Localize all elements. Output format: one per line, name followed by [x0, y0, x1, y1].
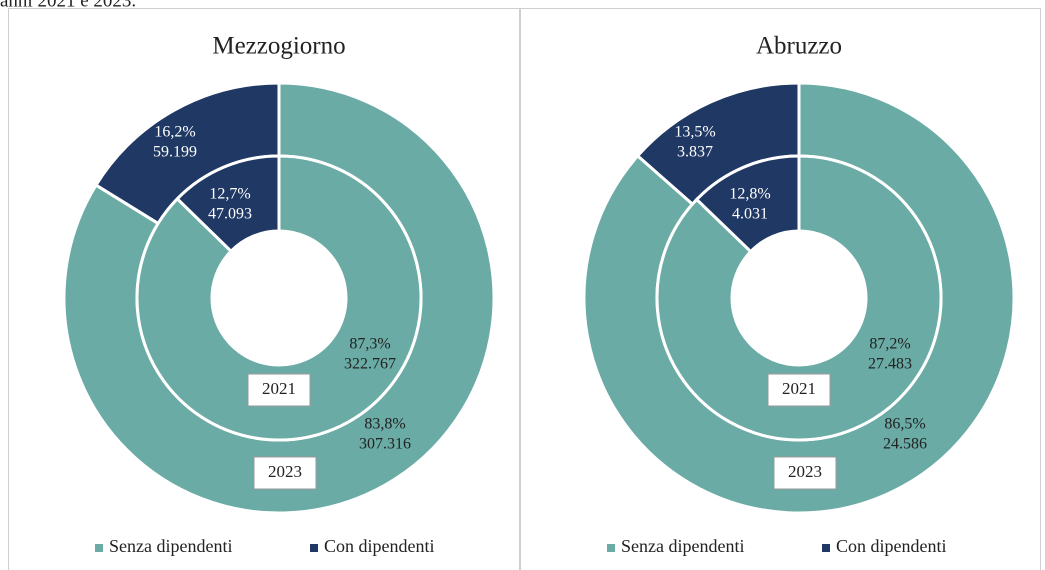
chart-title: Mezzogiorno — [212, 33, 345, 60]
panel-border — [520, 8, 1041, 570]
ring-label-box — [253, 456, 317, 490]
count-label: 27.483 — [868, 356, 912, 373]
count-label: 322.767 — [344, 356, 396, 373]
legend-swatch — [822, 544, 830, 552]
legend-swatch — [607, 544, 615, 552]
legend-label: Con dipendenti — [836, 536, 947, 556]
ring-label-box — [247, 373, 311, 407]
legend-label: Con dipendenti — [324, 536, 435, 556]
legend-label: Senza dipendenti — [109, 536, 232, 556]
caption: anni 2021 e 2023. — [0, 0, 136, 11]
ring-label: 2023 — [788, 462, 822, 481]
legend-swatch — [310, 544, 318, 552]
value-label: 87,2% — [869, 336, 910, 353]
donut-slice — [135, 154, 423, 442]
count-label: 24.586 — [883, 436, 927, 453]
ring-label: 2023 — [268, 462, 302, 481]
donut-slice — [694, 154, 801, 254]
ring-label: 2021 — [262, 379, 296, 398]
count-label: 4.031 — [732, 206, 768, 223]
donut-slice — [655, 154, 943, 442]
count-label: 47.093 — [208, 206, 252, 223]
legend-label: Senza dipendenti — [621, 536, 744, 556]
value-label: 13,5% — [674, 124, 715, 141]
panel-border — [8, 8, 520, 570]
value-label: 16,2% — [154, 124, 195, 141]
count-label: 307.316 — [359, 436, 411, 453]
count-label: 3.837 — [677, 144, 713, 161]
ring-label-box — [767, 373, 831, 407]
value-label: 86,5% — [884, 416, 925, 433]
legend-swatch — [95, 544, 103, 552]
value-label: 12,8% — [729, 186, 770, 203]
value-label: 87,3% — [349, 336, 390, 353]
ring-label: 2021 — [782, 379, 816, 398]
ring-label-box — [773, 456, 837, 490]
count-label: 59.199 — [153, 144, 197, 161]
value-label: 83,8% — [364, 416, 405, 433]
donut-slice — [175, 154, 281, 254]
chart-title: Abruzzo — [756, 33, 842, 60]
value-label: 12,7% — [209, 186, 250, 203]
